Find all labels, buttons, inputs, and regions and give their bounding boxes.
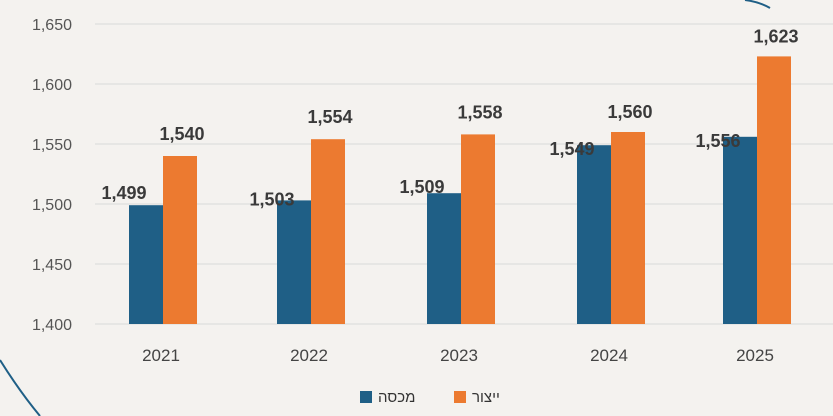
x-category-label: 2025	[736, 346, 774, 365]
y-tick-label: 1,450	[32, 257, 72, 274]
y-tick-label: 1,550	[32, 137, 72, 154]
bar-quota-2022	[277, 200, 311, 324]
data-label: 1,556	[695, 131, 740, 151]
bar-production-2024	[611, 132, 645, 324]
bar-quota-2025	[723, 136, 757, 324]
legend-label-production: ייצור	[472, 389, 500, 406]
data-label: 1,549	[549, 139, 594, 159]
y-axis-tick-labels: 1,400 1,450 1,500 1,550 1,600 1,650	[32, 17, 72, 334]
x-category-label: 2021	[142, 346, 180, 365]
x-category-label: 2022	[290, 346, 328, 365]
bars	[129, 56, 791, 325]
x-category-label: 2024	[590, 346, 628, 365]
data-label: 1,623	[753, 26, 798, 46]
legend-label-quota: מכסה	[378, 389, 415, 406]
bar-production-2022	[311, 139, 345, 324]
bar-production-2025	[757, 56, 791, 325]
data-label: 1,558	[457, 102, 502, 122]
y-tick-label: 1,400	[32, 317, 72, 334]
legend-swatch-production	[454, 391, 466, 403]
legend-swatch-quota	[360, 391, 372, 403]
data-label: 1,554	[307, 107, 352, 127]
decorative-frame-arc-top	[744, 0, 771, 9]
y-tick-label: 1,650	[32, 17, 72, 34]
bar-quota-2023	[427, 193, 461, 324]
y-tick-label: 1,600	[32, 77, 72, 94]
data-labels: 1,499 1,540 1,503 1,554 1,509 1,558 1,549 1,560…	[101, 26, 798, 209]
decorative-frame-arc	[0, 359, 41, 416]
data-label: 1,503	[249, 189, 294, 209]
y-tick-label: 1,500	[32, 197, 72, 214]
bar-production-2023	[461, 134, 495, 324]
x-category-label: 2023	[440, 346, 478, 365]
legend: מכסה ייצור	[360, 389, 500, 406]
bar-production-2021	[163, 156, 197, 324]
data-label: 1,560	[607, 102, 652, 122]
data-label: 1,540	[159, 124, 204, 144]
data-label: 1,509	[399, 177, 444, 197]
bar-quota-2024	[577, 145, 611, 324]
x-axis-category-labels: 2021 2022 2023 2024 2025	[142, 346, 774, 365]
data-label: 1,499	[101, 183, 146, 203]
bar-quota-2021	[129, 205, 163, 324]
